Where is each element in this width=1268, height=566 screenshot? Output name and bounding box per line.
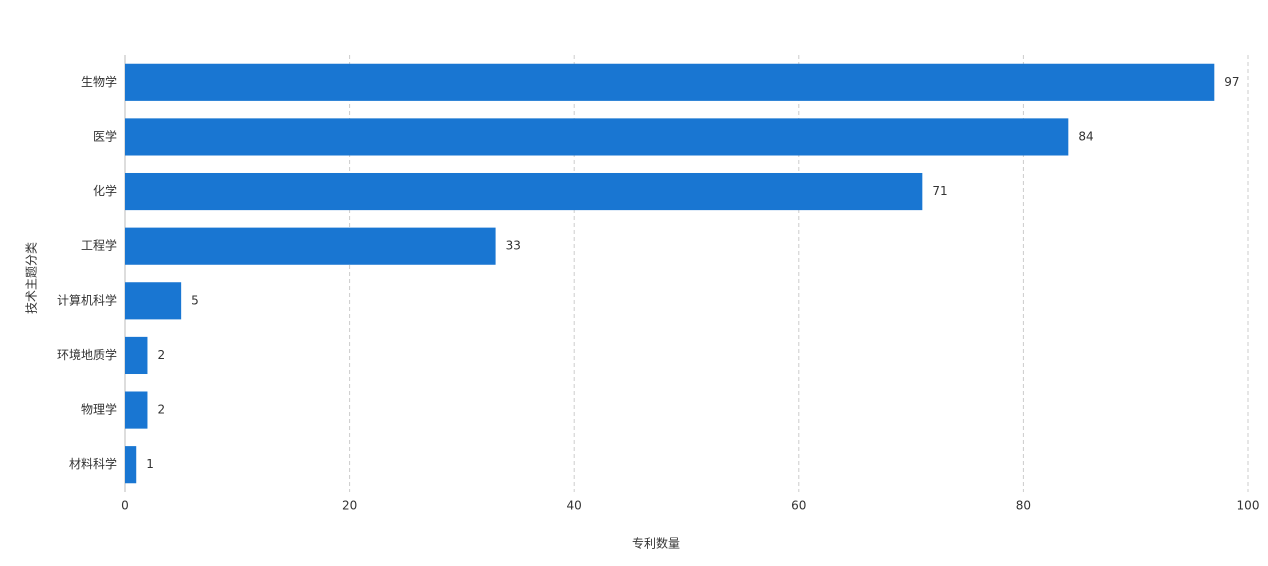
y-axis-title: 技术主题分类 bbox=[25, 242, 39, 314]
bar bbox=[125, 63, 1215, 101]
x-tick-label: 80 bbox=[1016, 499, 1031, 513]
y-tick-label: 材料科学 bbox=[69, 456, 117, 471]
y-tick-label: 工程学 bbox=[81, 238, 117, 253]
y-tick-label: 医学 bbox=[93, 128, 117, 143]
data-label: 2 bbox=[157, 348, 165, 362]
bar bbox=[125, 446, 137, 484]
y-tick-label: 化学 bbox=[93, 183, 117, 198]
bar bbox=[125, 391, 148, 429]
data-label: 1 bbox=[146, 457, 154, 471]
bar bbox=[125, 172, 923, 211]
data-label: 33 bbox=[506, 239, 521, 253]
x-tick-label: 20 bbox=[342, 499, 357, 513]
y-tick-label: 环境地质学 bbox=[57, 347, 117, 362]
data-label: 97 bbox=[1224, 75, 1239, 89]
bar bbox=[125, 227, 496, 265]
bar bbox=[125, 282, 182, 320]
x-tick-label: 40 bbox=[567, 499, 582, 513]
x-tick-label: 0 bbox=[121, 499, 129, 513]
data-label: 2 bbox=[157, 403, 165, 417]
data-label: 84 bbox=[1078, 129, 1093, 143]
x-axis-title: 专利数量 bbox=[632, 536, 680, 551]
x-tick-label: 60 bbox=[791, 499, 806, 513]
y-tick-label: 生物学 bbox=[81, 74, 117, 89]
data-label: 71 bbox=[932, 184, 947, 198]
bar bbox=[125, 336, 148, 375]
data-label: 5 bbox=[191, 293, 199, 307]
y-tick-label: 物理学 bbox=[81, 402, 117, 417]
x-tick-label: 100 bbox=[1237, 499, 1260, 513]
y-tick-label: 计算机科学 bbox=[57, 292, 117, 307]
bar bbox=[125, 118, 1069, 156]
